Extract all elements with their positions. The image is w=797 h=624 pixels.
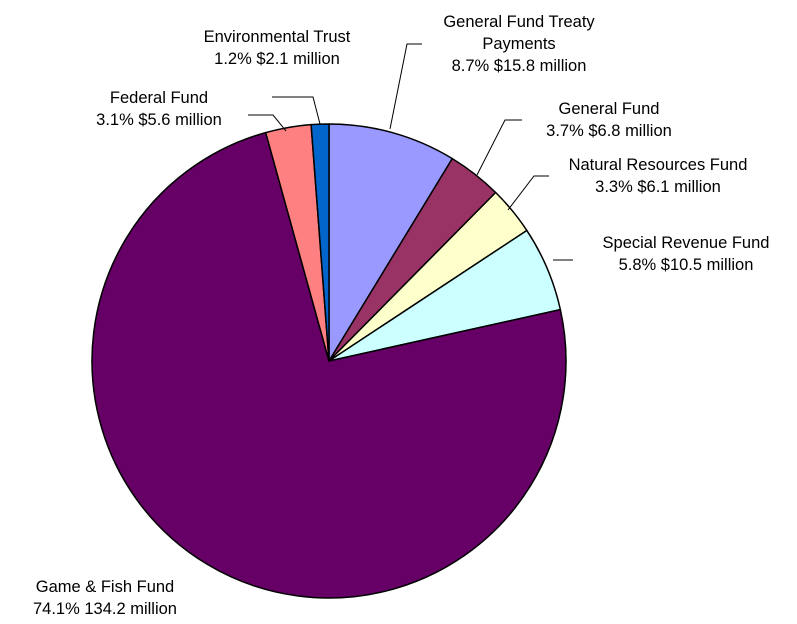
pie-slices bbox=[91, 123, 567, 599]
slice-label-federal-fund: Federal Fund 3.1% $5.6 million bbox=[96, 89, 222, 129]
leader-line-federal-fund bbox=[248, 114, 287, 132]
pie-slice-general-fund-treaty-payments bbox=[328, 123, 454, 362]
slice-label-game-and-fish-fund: Game & Fish Fund 74.1% 134.2 million bbox=[33, 578, 177, 618]
leader-line-environmental-trust bbox=[272, 96, 321, 125]
slice-label-line: 3.1% $5.6 million bbox=[96, 111, 222, 129]
slice-labels: General Fund Treaty Payments 8.7% $15.8 mi… bbox=[33, 13, 769, 618]
slice-label-line: General Fund bbox=[559, 100, 660, 118]
pie-slice-environmental-trust bbox=[310, 123, 330, 362]
slice-label-general-fund: General Fund 3.7% $6.8 million bbox=[546, 100, 672, 140]
slice-label-line: 3.7% $6.8 million bbox=[546, 122, 672, 140]
slice-label-general-fund-treaty-payments: General Fund Treaty Payments 8.7% $15.8 mi… bbox=[443, 13, 595, 75]
slice-label-line: General Fund Treaty bbox=[443, 13, 595, 31]
slice-label-line: Federal Fund bbox=[110, 89, 208, 107]
slice-label-line: 5.8% $10.5 million bbox=[619, 256, 754, 274]
slice-label-line: 1.2% $2.1 million bbox=[214, 50, 340, 68]
slice-label-line: Natural Resources Fund bbox=[569, 156, 748, 174]
slice-label-special-revenue-fund: Special Revenue Fund 5.8% $10.5 million bbox=[603, 234, 770, 274]
pie-slice-game-and-fish-fund bbox=[91, 131, 567, 599]
slice-label-line: Game & Fish Fund bbox=[36, 578, 174, 596]
leader-lines bbox=[248, 43, 573, 261]
slice-label-line: 74.1% 134.2 million bbox=[33, 600, 177, 618]
slice-label-line: Environmental Trust bbox=[204, 28, 351, 46]
slice-label-line: 3.3% $6.1 million bbox=[595, 178, 721, 196]
leader-line-general-fund bbox=[476, 119, 522, 176]
slice-label-line: Payments bbox=[482, 35, 555, 53]
slice-label-natural-resources-fund: Natural Resources Fund 3.3% $6.1 million bbox=[569, 156, 748, 196]
slice-label-line: 8.7% $15.8 million bbox=[452, 57, 587, 75]
slice-label-environmental-trust: Environmental Trust 1.2% $2.1 million bbox=[204, 28, 351, 68]
leader-line-general-fund-treaty-payments bbox=[389, 43, 422, 130]
leader-line-natural-resources-fund bbox=[507, 175, 549, 211]
slice-label-line: Special Revenue Fund bbox=[603, 234, 770, 252]
